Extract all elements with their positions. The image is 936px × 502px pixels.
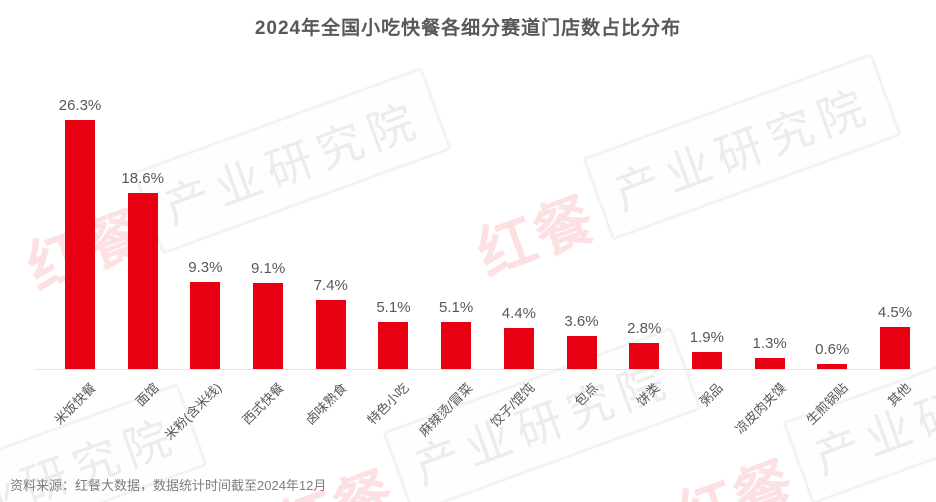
bar (503, 328, 534, 370)
bar-category-label: 包点 (571, 380, 601, 410)
bar-category-label: 米粉(含米线) (161, 380, 225, 443)
bar-category-label: 凉皮肉夹馍 (731, 380, 789, 437)
bar-value-label: 4.4% (501, 305, 536, 322)
bar-group: 26.3% (59, 97, 101, 370)
bar-value-label: 9.3% (188, 259, 223, 276)
bar (441, 322, 472, 370)
bar-group: 0.6% (815, 341, 850, 370)
bar (253, 283, 284, 370)
bar-group: 9.3% (188, 259, 223, 370)
bar-value-label: 7.4% (313, 277, 348, 294)
bar-group: 1.9% (689, 329, 724, 370)
bar-category-label: 特色小吃 (364, 380, 413, 428)
x-axis-line (35, 369, 910, 370)
bar-group: 1.3% (752, 335, 787, 370)
bar (566, 336, 597, 370)
bar-value-label: 3.6% (564, 313, 599, 330)
bar-value-label: 1.9% (689, 329, 724, 346)
bar-category-label: 饼类 (633, 380, 663, 410)
bar-group: 9.1% (250, 260, 286, 370)
bar-group: 2.8% (627, 320, 662, 370)
bar-category-label: 麻辣烫/冒菜 (415, 380, 475, 440)
bar-value-label: 5.1% (376, 299, 411, 316)
bar-value-label: 18.6% (121, 170, 164, 187)
bar-category-label: 其他 (884, 380, 914, 410)
source-note: 资料来源：红餐大数据，数据统计时间截至2024年12月 (10, 478, 327, 493)
plot-area: 26.3% 18.6% 9.3% 9.1% 7.4% 5.1% 5.1% 4.4% 3.6% 2.… (35, 60, 913, 370)
bar-value-label: 1.3% (752, 335, 787, 352)
bar (817, 364, 848, 370)
bar (190, 282, 221, 370)
bar-category-label: 生煎锅贴 (803, 380, 852, 428)
bar-group: 5.1% (376, 299, 411, 370)
bar-value-label: 4.5% (877, 304, 913, 321)
bar (691, 352, 722, 370)
bar-group: 7.4% (313, 277, 348, 370)
bar-value-label: 26.3% (58, 97, 102, 114)
bar-group: 18.6% (121, 170, 164, 370)
bar-value-label: 0.6% (815, 341, 850, 358)
bar-category-label: 粥品 (696, 380, 726, 410)
chart-title: 2024年全国小吃快餐各细分赛道门店数占比分布 (254, 18, 682, 39)
bar-group: 4.4% (501, 305, 536, 370)
bar-category-label: 饺子/馄饨 (487, 380, 538, 431)
bar (65, 120, 95, 370)
bar-category-label: 西式快餐 (239, 380, 287, 428)
bar-value-label: 9.1% (250, 260, 286, 277)
bar-group: 3.6% (564, 313, 599, 370)
bar (127, 193, 158, 370)
bar (629, 343, 660, 370)
bar (879, 327, 910, 370)
bar-category-label: 面馆 (132, 380, 162, 410)
bar (754, 358, 785, 370)
bar-group: 4.5% (877, 304, 913, 370)
bar-value-label: 2.8% (627, 320, 662, 337)
bar (378, 322, 409, 370)
bar (315, 300, 346, 370)
bar-category-label: 米饭快餐 (51, 380, 99, 428)
bar-category-label: 卤味熟食 (302, 380, 350, 428)
bar-group: 5.1% (439, 299, 474, 370)
bar-value-label: 5.1% (439, 299, 474, 316)
